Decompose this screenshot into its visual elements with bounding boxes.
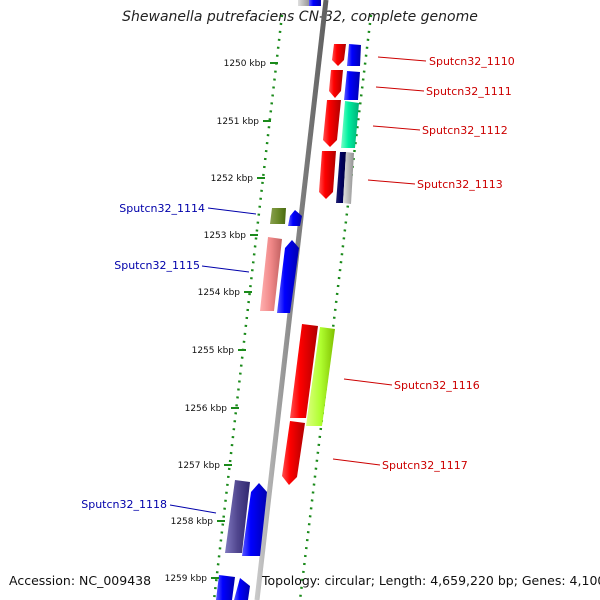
gene-fragment-top-blue xyxy=(309,0,321,6)
scale-tick-label: 1255 kbp xyxy=(192,346,235,356)
scale-tick-label: 1254 kbp xyxy=(198,288,241,298)
gene-arrow-1111a[interactable] xyxy=(329,70,343,98)
scale-tick-label: 1250 kbp xyxy=(224,59,267,69)
scale-tick-label: 1251 kbp xyxy=(217,117,260,127)
gene-fragment-top-gray xyxy=(298,0,310,6)
gene-label[interactable]: Sputcn32_1116 xyxy=(394,379,480,392)
gene-arrow-1110a[interactable] xyxy=(332,44,346,66)
gene-label-layer: Sputcn32_1110 Sputcn32_1111 Sputcn32_1112 S… xyxy=(81,55,515,511)
gene-label[interactable]: Sputcn32_1118 xyxy=(81,498,167,511)
gene-arrow-1115b[interactable] xyxy=(277,240,299,313)
scale-tick-label: 1256 kbp xyxy=(185,404,228,414)
gene-label[interactable]: Sputcn32_1115 xyxy=(114,259,200,272)
scale-tick-label: 1253 kbp xyxy=(204,231,247,241)
gene-label[interactable]: Sputcn32_1117 xyxy=(382,459,468,472)
scale-tick-label: 1252 kbp xyxy=(211,174,254,184)
topology-text: Topology: circular; Length: 4,659,220 bp… xyxy=(262,573,600,588)
gene-fragment-bottom-1 xyxy=(216,575,235,600)
callout-lines xyxy=(169,56,427,514)
gene-label[interactable]: Sputcn32_1112 xyxy=(422,124,508,137)
gene-arrow-1113b[interactable] xyxy=(336,152,346,203)
gene-arrow-1113a[interactable] xyxy=(319,151,336,199)
gene-arrow-1112a[interactable] xyxy=(323,100,341,147)
accession-text: Accession: NC_009438 xyxy=(9,573,152,588)
gene-label[interactable]: Sputcn32_1113 xyxy=(417,178,503,191)
gene-arrow-1118b[interactable] xyxy=(242,483,267,556)
scale-tick-label: 1259 kbp xyxy=(165,574,208,584)
gene-arrow-1115a[interactable] xyxy=(260,237,282,311)
gene-arrow-1110b[interactable] xyxy=(347,44,361,66)
gene-arrow-1111b[interactable] xyxy=(344,71,360,100)
gene-arrow-1114b[interactable] xyxy=(288,210,302,226)
gene-fragment-bottom-2 xyxy=(234,578,250,600)
gene-label[interactable]: Sputcn32_1114 xyxy=(119,202,205,215)
gene-arrow-1117[interactable] xyxy=(282,421,305,485)
gene-arrow-1112b[interactable] xyxy=(341,101,359,148)
scale-layer: 1250 kbp 1251 kbp 1252 kbp 1253 kbp 1254 kbp… xyxy=(165,59,278,584)
gene-arrow-1118a[interactable] xyxy=(225,480,250,553)
gene-arrow-1116a[interactable] xyxy=(290,324,318,418)
gene-arrow-1113c[interactable] xyxy=(343,152,354,204)
gene-arrow-1114a[interactable] xyxy=(270,208,286,224)
gene-label[interactable]: Sputcn32_1111 xyxy=(426,85,512,98)
gene-arrow-1116b[interactable] xyxy=(306,327,335,426)
gene-label[interactable]: Sputcn32_1110 xyxy=(429,55,515,68)
map-title: Shewanella putrefaciens CN-32, complete … xyxy=(122,9,478,25)
scale-tick-label: 1258 kbp xyxy=(171,517,214,527)
scale-tick-label: 1257 kbp xyxy=(178,461,221,471)
